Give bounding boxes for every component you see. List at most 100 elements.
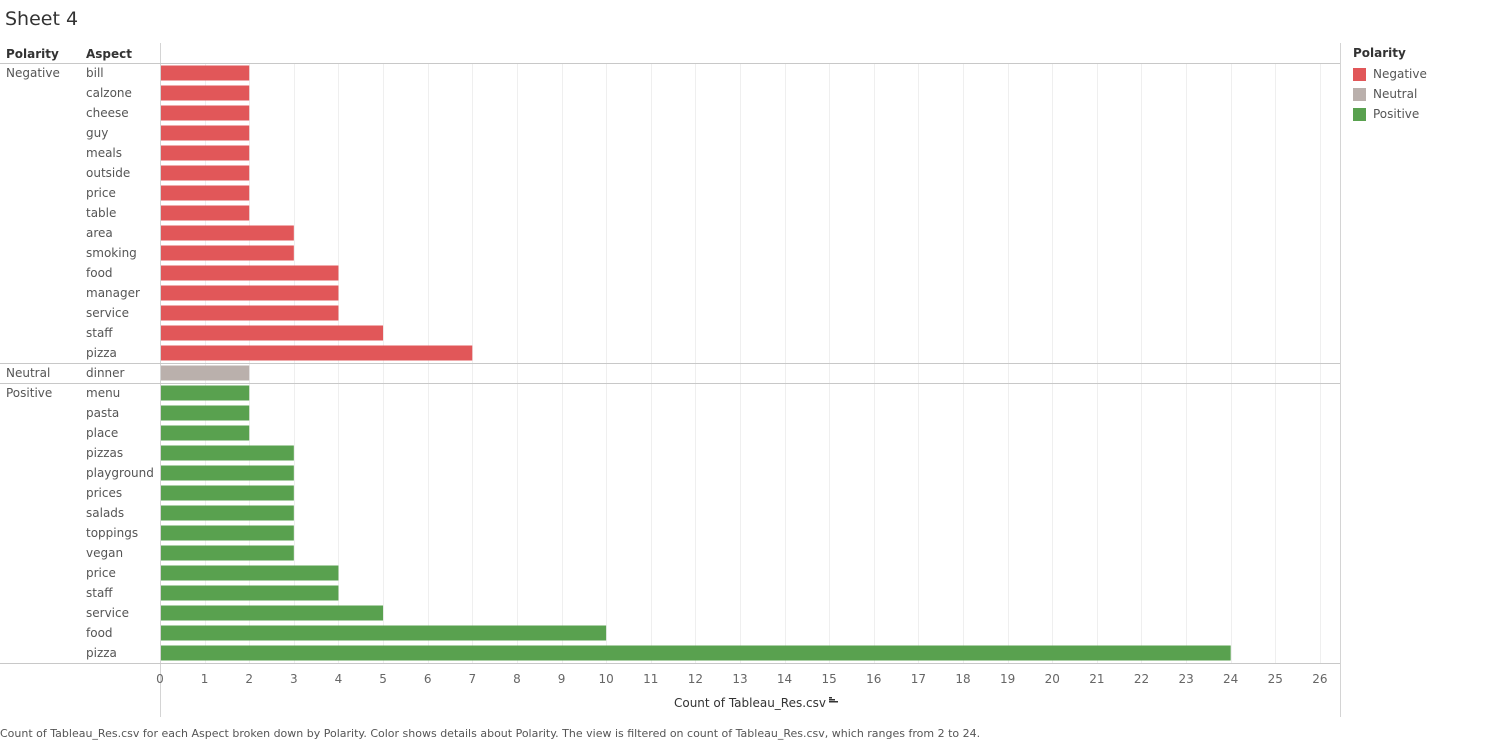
- aspect-label: vegan: [86, 546, 123, 560]
- x-tick-label: 1: [201, 672, 209, 686]
- bar: [161, 85, 250, 101]
- legend-swatch: [1353, 67, 1366, 81]
- x-tick-label: 14: [777, 672, 792, 686]
- x-tick-label: 20: [1045, 672, 1060, 686]
- bar: [161, 145, 250, 161]
- chart-caption: Count of Tableau_Res.csv for each Aspect…: [0, 727, 981, 740]
- aspect-label: table: [86, 206, 116, 220]
- x-tick-label: 26: [1312, 672, 1327, 686]
- bar: [161, 365, 250, 381]
- polarity-label-neutral: Neutral: [6, 366, 50, 380]
- x-tick-label: 24: [1223, 672, 1238, 686]
- bar: [161, 425, 250, 441]
- bar: [161, 225, 294, 241]
- polarity-legend: Polarity Negative Neutral Positive: [1353, 46, 1427, 124]
- x-tick-label: 18: [955, 672, 970, 686]
- legend-item-negative[interactable]: Negative: [1353, 64, 1427, 84]
- aspect-label: food: [86, 626, 113, 640]
- legend-item-neutral[interactable]: Neutral: [1353, 84, 1427, 104]
- aspect-label: pizzas: [86, 446, 123, 460]
- legend-label: Positive: [1373, 107, 1420, 121]
- x-tick-label: 4: [335, 672, 343, 686]
- aspect-label: staff: [86, 586, 113, 600]
- aspect-label: guy: [86, 126, 108, 140]
- bar: [161, 245, 294, 261]
- aspect-label: bill: [86, 66, 104, 80]
- x-tick-label: 5: [379, 672, 387, 686]
- bar: [161, 105, 250, 121]
- x-axis-title: Count of Tableau_Res.csv: [674, 696, 826, 710]
- bar: [161, 305, 339, 321]
- sheet-title: Sheet 4: [5, 8, 79, 30]
- aspect-label: place: [86, 426, 118, 440]
- bar: [161, 205, 250, 221]
- bar: [161, 65, 250, 81]
- bar: [161, 445, 294, 461]
- x-tick-label: 12: [688, 672, 703, 686]
- bar: [161, 525, 294, 541]
- bar: [161, 585, 339, 601]
- x-tick-label: 2: [245, 672, 253, 686]
- bar: [161, 405, 250, 421]
- bar: [161, 505, 294, 521]
- x-tick-label: 19: [1000, 672, 1015, 686]
- x-tick-label: 17: [911, 672, 926, 686]
- aspect-label: prices: [86, 486, 122, 500]
- legend-swatch: [1353, 87, 1366, 101]
- x-tick-label: 21: [1089, 672, 1104, 686]
- bar: [161, 565, 339, 581]
- aspect-label: area: [86, 226, 113, 240]
- bar: [161, 485, 294, 501]
- aspect-label: manager: [86, 286, 140, 300]
- legend-label: Negative: [1373, 67, 1427, 81]
- bar: [161, 345, 473, 361]
- aspect-label: service: [86, 606, 129, 620]
- bar: [161, 645, 1231, 661]
- aspect-label: pizza: [86, 346, 117, 360]
- aspect-label: playground: [86, 466, 154, 480]
- sort-descending-icon[interactable]: [829, 697, 838, 703]
- polarity-column-header[interactable]: Polarity: [6, 47, 59, 61]
- bar: [161, 265, 339, 281]
- x-tick-label: 8: [513, 672, 521, 686]
- aspect-label: menu: [86, 386, 120, 400]
- x-tick-label: 15: [822, 672, 837, 686]
- aspect-label: calzone: [86, 86, 132, 100]
- aspect-label: pasta: [86, 406, 119, 420]
- aspect-label: toppings: [86, 526, 138, 540]
- x-tick-label: 0: [156, 672, 164, 686]
- bar: [161, 605, 384, 621]
- aspect-label: smoking: [86, 246, 137, 260]
- bar: [161, 385, 250, 401]
- aspect-column-header[interactable]: Aspect: [86, 47, 133, 61]
- x-tick-label: 16: [866, 672, 881, 686]
- bar: [161, 125, 250, 141]
- aspect-label: service: [86, 306, 129, 320]
- bar: [161, 185, 250, 201]
- bar: [161, 285, 339, 301]
- x-tick-label: 7: [468, 672, 476, 686]
- aspect-label: cheese: [86, 106, 129, 120]
- x-tick-label: 9: [558, 672, 566, 686]
- x-tick-label: 10: [598, 672, 613, 686]
- x-tick-label: 3: [290, 672, 298, 686]
- aspect-label: price: [86, 186, 116, 200]
- x-tick-label: 13: [732, 672, 747, 686]
- aspect-label: food: [86, 266, 113, 280]
- aspect-label: salads: [86, 506, 124, 520]
- aspect-label: price: [86, 566, 116, 580]
- aspect-label: meals: [86, 146, 122, 160]
- legend-swatch: [1353, 107, 1366, 121]
- bar: [161, 325, 384, 341]
- x-tick-label: 11: [643, 672, 658, 686]
- polarity-label-positive: Positive: [6, 386, 52, 400]
- x-tick-label: 22: [1134, 672, 1149, 686]
- legend-label: Neutral: [1373, 87, 1418, 101]
- x-tick-label: 6: [424, 672, 432, 686]
- aspect-label: staff: [86, 326, 113, 340]
- bar: [161, 545, 294, 561]
- aspect-label: dinner: [86, 366, 125, 380]
- bar: [161, 465, 294, 481]
- legend-item-positive[interactable]: Positive: [1353, 104, 1427, 124]
